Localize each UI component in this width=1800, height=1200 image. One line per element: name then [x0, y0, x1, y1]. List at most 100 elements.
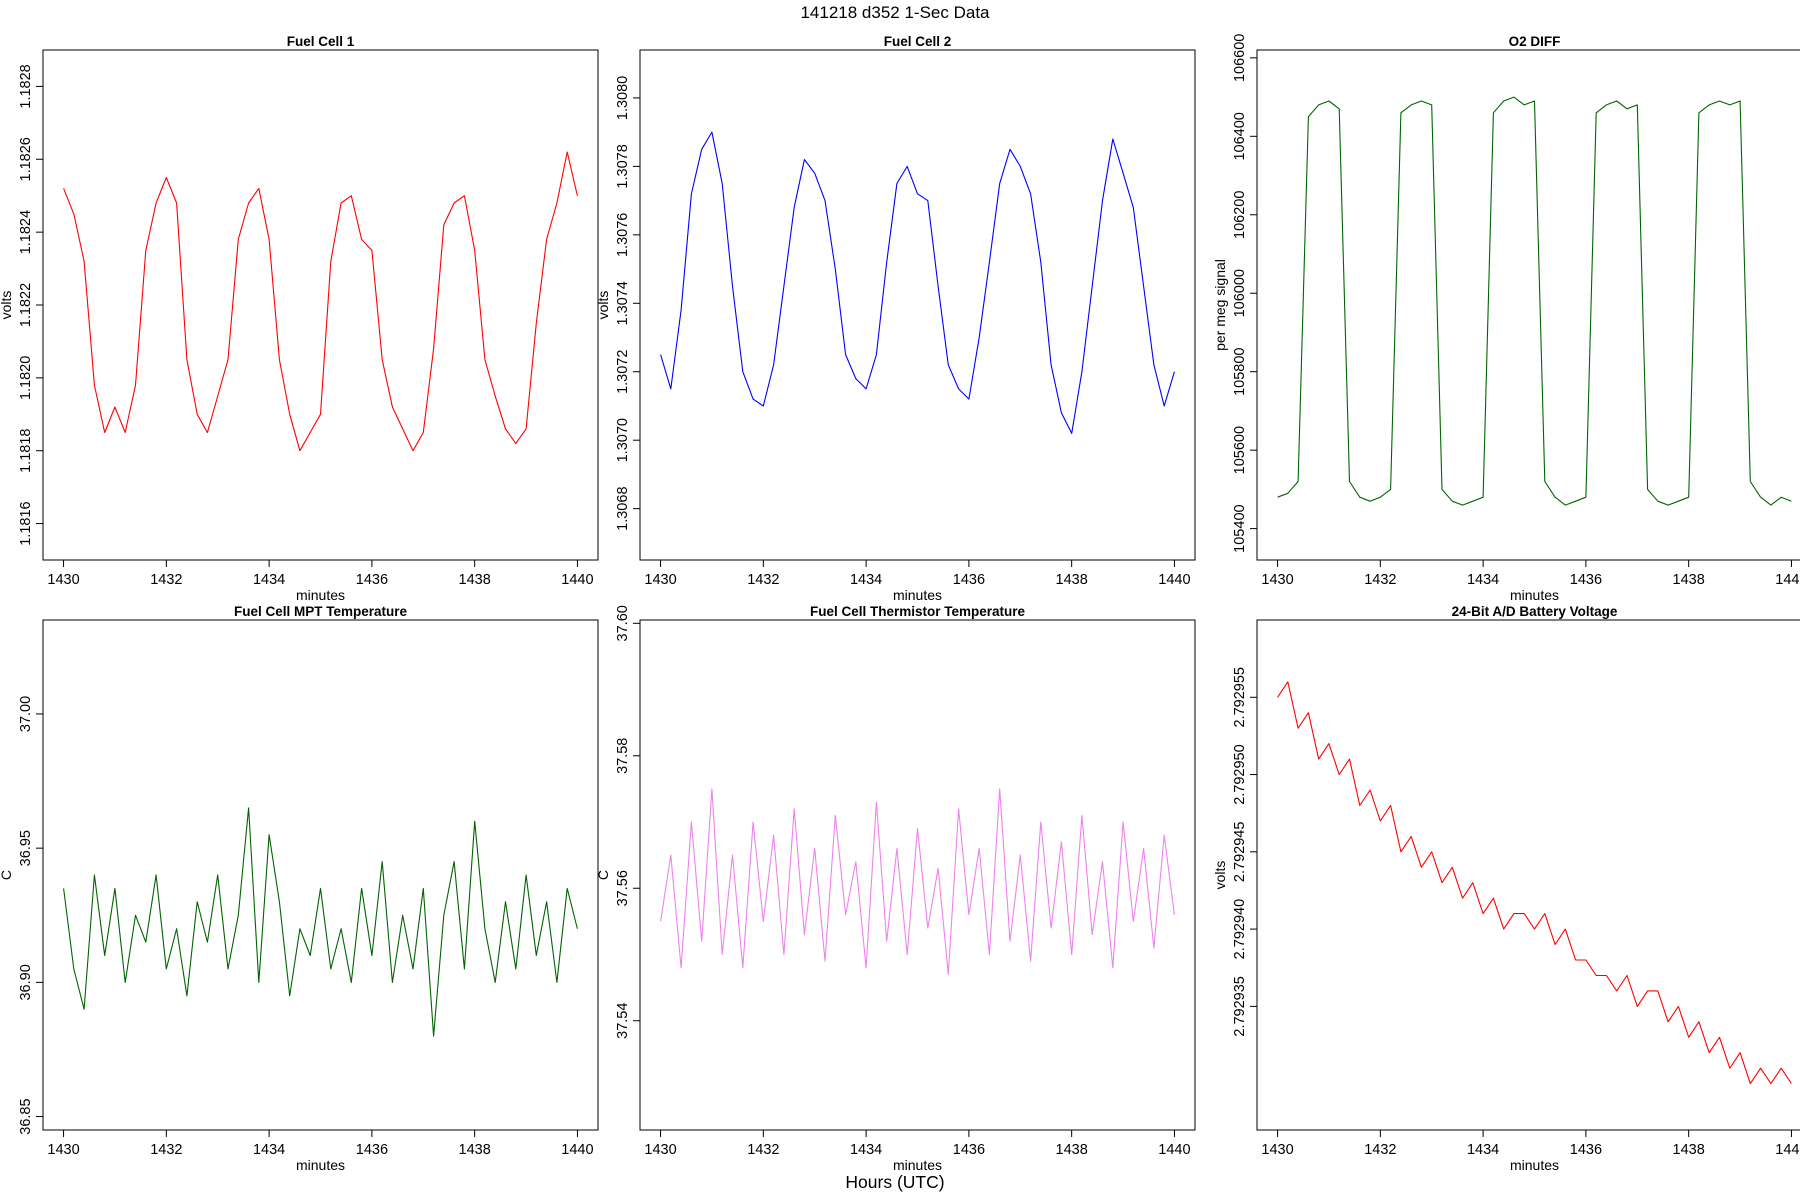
x-tick-label: 1432	[747, 572, 779, 588]
y-axis-label: volts	[1212, 861, 1228, 890]
y-tick-label: 1.1828	[18, 64, 34, 108]
x-tick-label: 1438	[459, 1142, 491, 1158]
x-tick-label: 1434	[850, 572, 882, 588]
y-tick-label: 105800	[1232, 347, 1248, 395]
x-tick-label: 1434	[1467, 1142, 1499, 1158]
x-axis: 1430 1432 1434 1436 1438 1440 minutes	[1261, 1129, 1800, 1173]
y-tick-label: 36.90	[18, 964, 34, 1000]
y-tick-label: 37.00	[18, 696, 34, 732]
x-tick-label: 1440	[1775, 1142, 1800, 1158]
y-tick-label: 2.792945	[1232, 822, 1248, 882]
y-axis-label: C	[0, 870, 14, 880]
panels-group: Fuel Cell 1 1430 1432 1434 1436 1438 1440 minut…	[0, 34, 1800, 1173]
x-tick-label: 1440	[1158, 572, 1190, 588]
x-tick-label: 1434	[253, 1142, 285, 1158]
y-tick-label: 1.1818	[18, 429, 34, 473]
y-tick-label: 1.3070	[615, 418, 631, 462]
y-tick-label: 1.1826	[18, 137, 34, 181]
x-tick-label: 1432	[747, 1142, 779, 1158]
y-tick-label: 106000	[1232, 269, 1248, 317]
x-axis-label: minutes	[893, 1157, 942, 1173]
x-tick-label: 1432	[150, 572, 182, 588]
series-line-1	[1277, 681, 1792, 1085]
y-tick-label: 1.1820	[18, 356, 34, 400]
figure-title: 141218 d352 1-Sec Data	[800, 3, 990, 22]
y-tick-label: 1.1816	[18, 501, 34, 545]
x-axis-label: minutes	[1510, 1157, 1559, 1173]
chart-title: Fuel Cell 1	[287, 34, 355, 49]
y-axis: 1.3068 1.3070 1.3072 1.3074 1.3076 1.3078 1.30…	[595, 76, 641, 531]
y-tick-label: 1.1824	[18, 210, 34, 254]
chart-panel-1: Fuel Cell 1 1430 1432 1434 1436 1438 1440 minut…	[0, 34, 599, 603]
x-tick-label: 1430	[1261, 1142, 1293, 1158]
x-tick-label: 1438	[1673, 572, 1705, 588]
y-tick-label: 106600	[1232, 34, 1248, 82]
y-axis: 36.85 36.90 36.95 37.00 C	[0, 696, 44, 1135]
x-tick-label: 1436	[1570, 1142, 1602, 1158]
y-tick-label: 2.792940	[1232, 899, 1248, 959]
x-axis-label: minutes	[893, 587, 942, 603]
y-axis-label: volts	[0, 291, 14, 320]
x-tick-label: 1438	[1056, 1142, 1088, 1158]
x-tick-label: 1436	[356, 572, 388, 588]
y-tick-label: 36.95	[18, 830, 34, 866]
chart-title: O2 DIFF	[1509, 34, 1561, 49]
series-line-1	[1277, 96, 1792, 506]
y-tick-label: 1.1822	[18, 283, 34, 327]
x-tick-label: 1434	[850, 1142, 882, 1158]
x-tick-label: 1436	[356, 1142, 388, 1158]
chart-title: 24-Bit A/D Battery Voltage	[1452, 604, 1618, 619]
chart-title: Fuel Cell Thermistor Temperature	[810, 604, 1026, 619]
x-tick-label: 1436	[953, 1142, 985, 1158]
y-tick-label: 1.3074	[615, 281, 631, 325]
y-axis: 2.792935 2.792940 2.792945 2.792950 2.792955…	[1212, 667, 1258, 1037]
x-axis-label: minutes	[296, 587, 345, 603]
chart-panel-3: O2 DIFF 1430 1432 1434 1436 1438 1440 minutes 10…	[1212, 34, 1800, 603]
y-tick-label: 2.792935	[1232, 976, 1248, 1036]
series-line-1	[660, 788, 1175, 975]
series-line-1	[660, 131, 1175, 434]
chart-title: Fuel Cell 2	[884, 34, 952, 49]
x-tick-label: 1438	[1673, 1142, 1705, 1158]
series-line-1	[63, 807, 578, 1037]
y-tick-label: 36.85	[18, 1098, 34, 1134]
x-tick-label: 1440	[1158, 1142, 1190, 1158]
y-tick-label: 37.56	[615, 870, 631, 906]
x-tick-label: 1432	[150, 1142, 182, 1158]
x-tick-label: 1438	[459, 572, 491, 588]
x-tick-label: 1436	[1570, 572, 1602, 588]
y-tick-label: 2.792955	[1232, 667, 1248, 727]
chart-panel-2: Fuel Cell 2 1430 1432 1434 1436 1438 1440 minut…	[595, 34, 1196, 603]
x-tick-label: 1430	[47, 572, 79, 588]
x-tick-label: 1430	[644, 572, 676, 588]
y-tick-label: 1.3080	[615, 76, 631, 120]
x-axis-label: minutes	[1510, 587, 1559, 603]
x-tick-label: 1434	[1467, 572, 1499, 588]
footer-label: Hours (UTC)	[845, 1172, 944, 1192]
y-axis-label: C	[595, 870, 611, 880]
y-tick-label: 37.58	[615, 738, 631, 774]
x-tick-label: 1440	[561, 572, 593, 588]
y-tick-label: 37.60	[615, 605, 631, 641]
x-tick-label: 1430	[47, 1142, 79, 1158]
y-tick-label: 2.792950	[1232, 744, 1248, 804]
series-line-1	[63, 151, 578, 452]
x-tick-label: 1440	[1775, 572, 1800, 588]
y-tick-label: 105400	[1232, 504, 1248, 552]
x-axis: 1430 1432 1434 1436 1438 1440 minutes	[644, 1129, 1191, 1173]
chart-panel-5: Fuel Cell Thermistor Temperature 1430 1432…	[595, 604, 1196, 1173]
x-tick-label: 1438	[1056, 572, 1088, 588]
x-tick-label: 1432	[1364, 1142, 1396, 1158]
y-tick-label: 1.3068	[615, 486, 631, 530]
y-tick-label: 106200	[1232, 191, 1248, 239]
x-axis: 1430 1432 1434 1436 1438 1440 minutes	[644, 559, 1191, 603]
y-axis: 105400 105600 105800 106000 106200 106400 1066…	[1212, 34, 1258, 553]
x-tick-label: 1440	[561, 1142, 593, 1158]
x-tick-label: 1430	[1261, 572, 1293, 588]
y-tick-label: 1.3072	[615, 350, 631, 394]
x-axis: 1430 1432 1434 1436 1438 1440 minutes	[47, 559, 594, 603]
x-tick-label: 1434	[253, 572, 285, 588]
y-axis-label: volts	[595, 291, 611, 320]
